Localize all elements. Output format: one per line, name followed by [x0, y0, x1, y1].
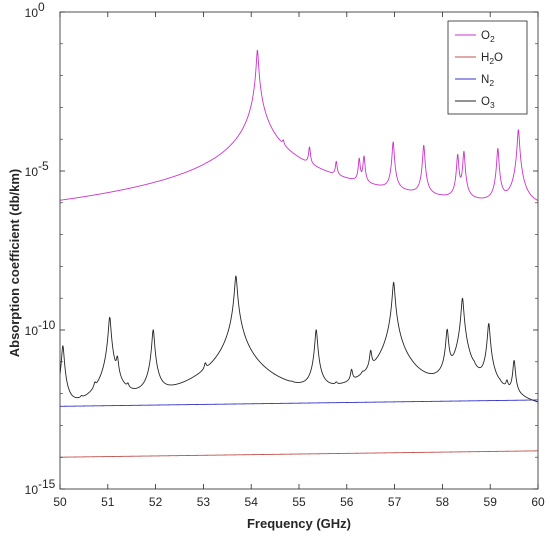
y-tick-exponent: 0 [38, 0, 45, 14]
x-tick-label: 60 [531, 495, 545, 509]
legend: O2 H2O N2 O3 [447, 20, 528, 115]
x-tick-label: 54 [245, 495, 259, 509]
x-tick-label: 51 [101, 495, 115, 509]
x-axis-label: Frequency (GHz) [247, 516, 351, 531]
legend-box [447, 20, 528, 115]
x-tick-label: 53 [197, 495, 211, 509]
y-tick-label: 10 [25, 324, 39, 338]
y-tick-label: 10 [25, 165, 39, 179]
series-0-line [60, 49, 538, 201]
series-1-line [60, 450, 538, 458]
legend-label-1: H2O [481, 52, 503, 66]
series-3-line [60, 275, 538, 403]
y-tick-label: 10 [25, 6, 39, 20]
x-tick-label: 59 [484, 495, 498, 509]
x-tick-label: 57 [388, 495, 402, 509]
legend-label-3: O3 [481, 96, 495, 110]
series-2-line [60, 399, 538, 407]
x-tick-label: 58 [436, 495, 450, 509]
x-tick-label: 50 [53, 495, 67, 509]
y-tick-exponent: -15 [38, 477, 56, 491]
series-group [60, 49, 538, 458]
x-tick-label: 56 [340, 495, 354, 509]
y-tick-label: 10 [25, 483, 39, 497]
legend-label-0: O2 [481, 30, 495, 44]
x-tick-label: 55 [292, 495, 306, 509]
y-axis-label: Absorption coefficient (db/km) [7, 169, 22, 358]
legend-label-2: N2 [481, 74, 494, 88]
y-tick-exponent: -5 [38, 159, 49, 173]
y-tick-exponent: -10 [38, 318, 56, 332]
x-tick-label: 52 [149, 495, 163, 509]
